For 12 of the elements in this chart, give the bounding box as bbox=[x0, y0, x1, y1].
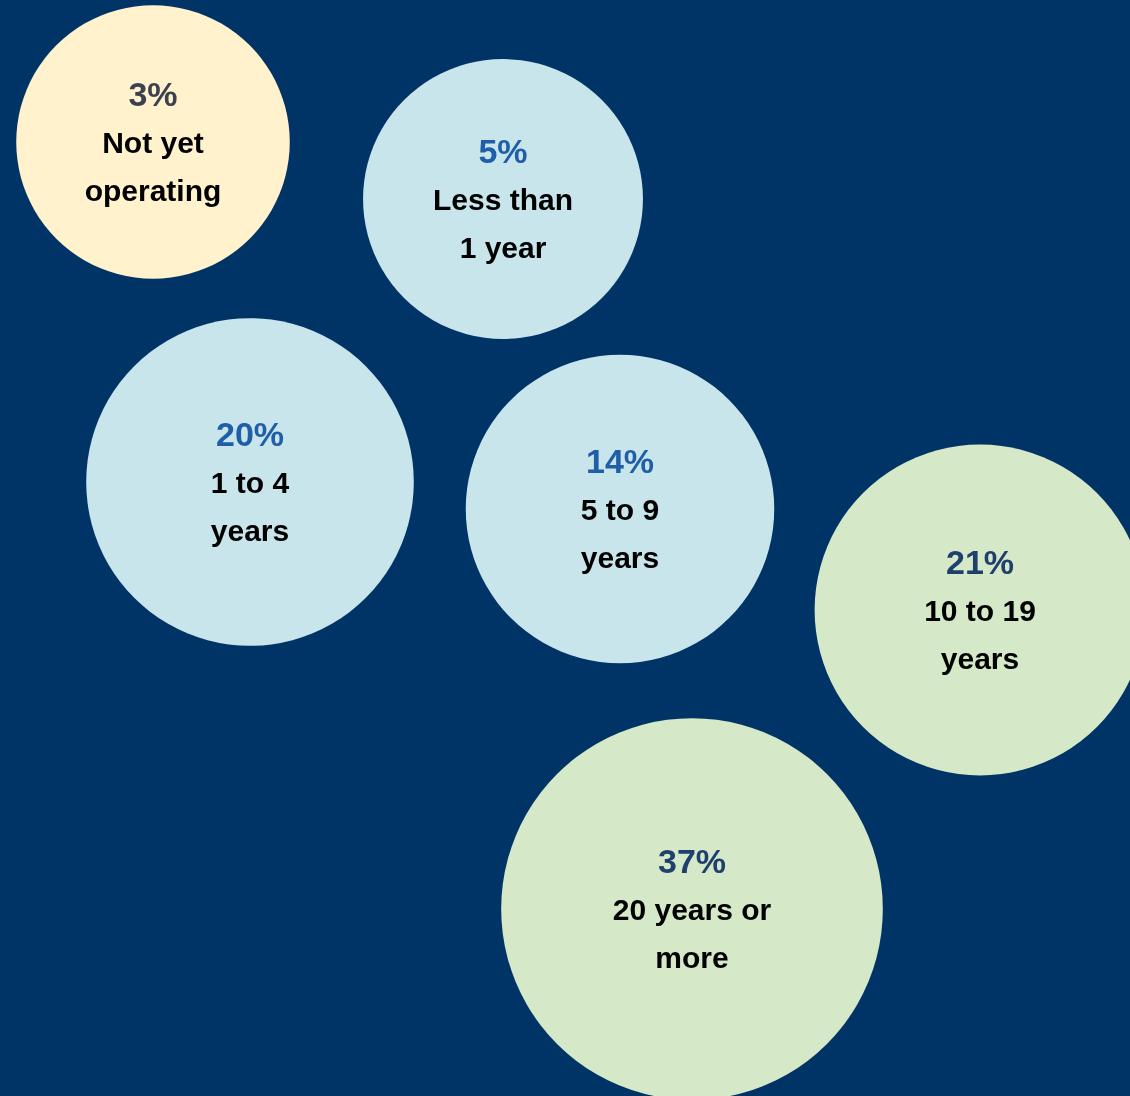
data-label: 5% bbox=[478, 132, 528, 170]
category-label: 5 to 9 years bbox=[580, 492, 660, 574]
data-label: 20% bbox=[215, 415, 285, 453]
category-label: Not yet operating bbox=[84, 125, 222, 207]
category-label: Less than 1 year bbox=[432, 182, 574, 264]
category-label: 10 to 19 years bbox=[924, 593, 1036, 675]
category-label: 1 to 4 years bbox=[210, 465, 290, 547]
data-label: 3% bbox=[128, 75, 178, 113]
data-label: 14% bbox=[585, 442, 655, 480]
data-label: 37% bbox=[657, 842, 727, 880]
data-label: 21% bbox=[945, 543, 1015, 581]
category-label: 20 years or more bbox=[612, 892, 772, 974]
